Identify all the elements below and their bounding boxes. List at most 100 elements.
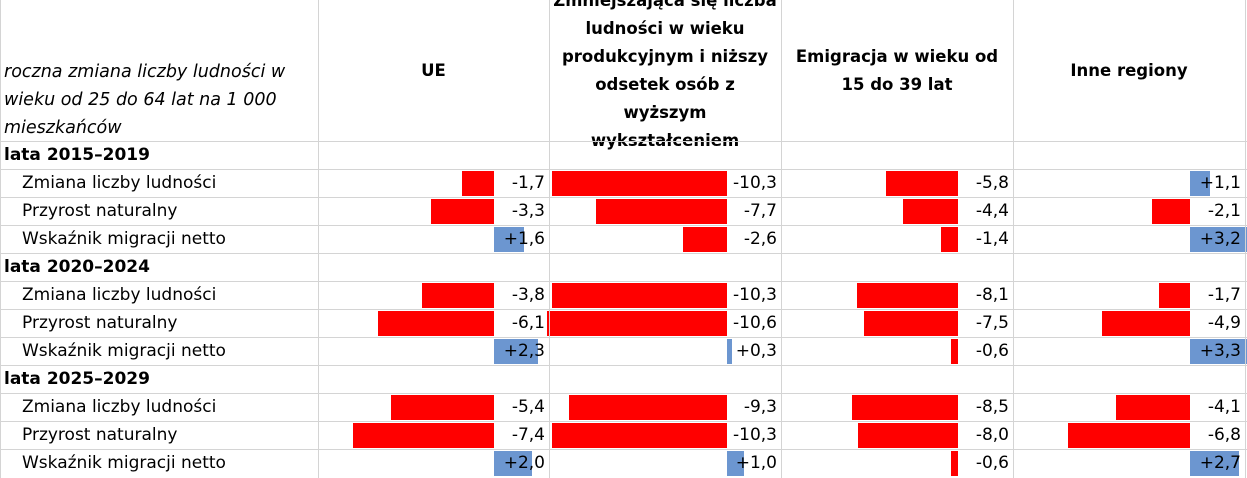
data-bar [1190, 227, 1247, 252]
data-bar [940, 227, 958, 252]
row-label: Zmiana liczby ludności [22, 285, 217, 305]
data-label: -5,8 [975, 173, 1009, 193]
data-label: -7,7 [743, 201, 777, 221]
data-label: -7,5 [975, 313, 1009, 333]
row-label: Zmiana liczby ludności [22, 173, 217, 193]
data-label: -10,3 [733, 425, 777, 445]
data-label: -3,8 [511, 285, 545, 305]
data-label: +2,3 [503, 341, 545, 361]
data-bar [494, 339, 538, 364]
column-header: UE [421, 60, 446, 80]
data-bar [1101, 311, 1190, 336]
table-caption: roczna zmiana liczby ludności w wieku od… [4, 62, 286, 138]
data-label: -9,3 [743, 397, 777, 417]
grid-line-vertical [549, 0, 550, 478]
data-bar [1190, 339, 1247, 364]
row-label: Wskaźnik migracji netto [22, 229, 226, 249]
data-label: +1,6 [503, 229, 545, 249]
data-bar [421, 283, 494, 308]
data-bar [856, 283, 958, 308]
data-label: -10,3 [733, 173, 777, 193]
grid-line-vertical [0, 0, 1, 478]
grid-line-horizontal [0, 309, 1247, 310]
data-label: -10,6 [733, 313, 777, 333]
grid-line-vertical [1245, 0, 1246, 478]
grid-line-horizontal [0, 337, 1247, 338]
grid-line-vertical [318, 0, 319, 478]
data-bar [1190, 171, 1210, 196]
column-header: Emigracja w wieku od 15 do 39 lat [795, 46, 999, 94]
data-label: -8,0 [975, 425, 1009, 445]
data-bar [851, 395, 958, 420]
data-bar [727, 451, 744, 476]
data-bar [682, 227, 727, 252]
grid-line-horizontal [0, 449, 1247, 450]
row-label: Wskaźnik migracji netto [22, 341, 226, 361]
row-label: Przyrost naturalny [22, 425, 178, 445]
data-label: +2,7 [1199, 453, 1241, 473]
data-label: -4,9 [1207, 313, 1241, 333]
data-label: -2,6 [743, 229, 777, 249]
data-bar [858, 423, 958, 448]
data-label: -0,6 [975, 341, 1009, 361]
data-label: -0,6 [975, 453, 1009, 473]
grid-line-horizontal [0, 169, 1247, 170]
data-bar [950, 451, 958, 476]
grid-line-horizontal [0, 281, 1247, 282]
data-bar [494, 451, 532, 476]
data-label: -1,7 [1207, 285, 1241, 305]
data-bar [546, 311, 727, 336]
row-label: Zmiana liczby ludności [22, 397, 217, 417]
data-label: -4,1 [1207, 397, 1241, 417]
data-bar [431, 199, 494, 224]
grid-line-vertical [1013, 0, 1014, 478]
grid-line-horizontal [0, 141, 1247, 142]
data-label: +1,0 [735, 453, 777, 473]
data-label: +0,3 [735, 341, 777, 361]
data-label: +2,0 [503, 453, 545, 473]
data-bar [378, 311, 494, 336]
data-label: -3,3 [511, 201, 545, 221]
data-bar [885, 171, 958, 196]
data-bar [461, 171, 494, 196]
data-bar [551, 283, 727, 308]
data-bar [551, 423, 727, 448]
data-bar [950, 339, 958, 364]
data-bar [596, 199, 727, 224]
data-bar [551, 171, 727, 196]
section-label: lata 2020–2024 [4, 257, 150, 277]
section-label: lata 2015–2019 [4, 145, 150, 165]
grid-line-horizontal [0, 253, 1247, 254]
data-label: -8,5 [975, 397, 1009, 417]
data-label: -1,4 [975, 229, 1009, 249]
data-bar [391, 395, 494, 420]
data-bar [1152, 199, 1190, 224]
data-label: -6,8 [1207, 425, 1241, 445]
data-label: +3,2 [1199, 229, 1241, 249]
data-label: -5,4 [511, 397, 545, 417]
grid-line-horizontal [0, 393, 1247, 394]
grid-line-vertical [781, 0, 782, 478]
row-label: Przyrost naturalny [22, 313, 178, 333]
data-label: -2,1 [1207, 201, 1241, 221]
data-label: -4,4 [975, 201, 1009, 221]
grid-line-horizontal [0, 365, 1247, 366]
column-header: Zmniejszająca się liczba ludności w wiek… [553, 0, 777, 150]
data-bar [727, 339, 733, 364]
data-bar [1067, 423, 1190, 448]
data-label: -1,7 [511, 173, 545, 193]
data-label: -8,1 [975, 285, 1009, 305]
row-label: Wskaźnik migracji netto [22, 453, 226, 473]
grid-line-horizontal [0, 421, 1247, 422]
data-bar [1159, 283, 1190, 308]
data-label: -10,3 [733, 285, 777, 305]
data-bar [568, 395, 727, 420]
data-bar [1190, 451, 1239, 476]
data-bar [494, 227, 525, 252]
data-label: -6,1 [511, 313, 545, 333]
data-label: -7,4 [511, 425, 545, 445]
data-bar [1116, 395, 1190, 420]
data-bar [353, 423, 494, 448]
data-bar [903, 199, 958, 224]
grid-line-horizontal [0, 197, 1247, 198]
